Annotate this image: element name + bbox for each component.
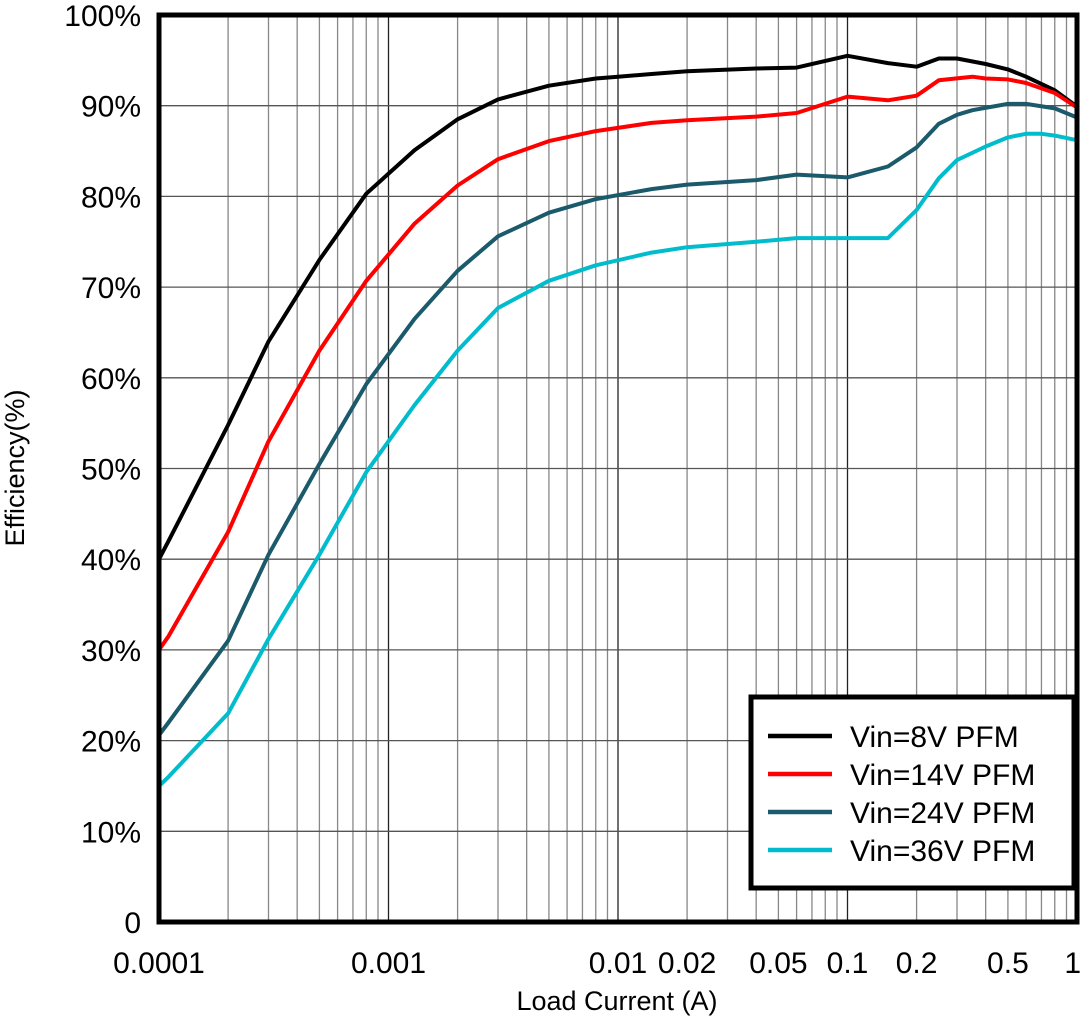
y-tick-label: 60% bbox=[81, 363, 141, 396]
x-tick-label: 0.05 bbox=[749, 947, 807, 980]
y-tick-label: 100% bbox=[64, 0, 141, 33]
y-axis-label: Efficiency(%) bbox=[0, 389, 30, 546]
y-tick-label: 10% bbox=[81, 816, 141, 849]
series-line-4 bbox=[157, 131, 1078, 788]
y-tick-label: 20% bbox=[81, 726, 141, 759]
x-tick-label: 0.5 bbox=[987, 947, 1029, 980]
x-tick-label: 0.01 bbox=[589, 947, 647, 980]
series-line-2 bbox=[157, 74, 1079, 652]
y-tick-label: 80% bbox=[81, 181, 141, 214]
series-line-1 bbox=[157, 53, 1079, 561]
series-line-3 bbox=[157, 101, 1078, 737]
x-tick-label: 0.001 bbox=[351, 947, 426, 980]
plot-frame bbox=[156, 12, 1080, 925]
x-tick-label: 1 bbox=[1064, 947, 1081, 980]
y-tick-label: 90% bbox=[81, 91, 141, 124]
x-tick-label: 0.02 bbox=[658, 947, 716, 980]
legend-label: Vin=24V PFM bbox=[850, 797, 1035, 830]
x-tick-label: 0.2 bbox=[896, 947, 938, 980]
y-tick-label: 40% bbox=[81, 544, 141, 577]
legend-box bbox=[748, 694, 1077, 891]
legend-label: Vin=36V PFM bbox=[850, 835, 1035, 868]
y-tick-label: 70% bbox=[81, 272, 141, 305]
y-tick-label: 0 bbox=[124, 907, 141, 940]
x-tick-label: 0.1 bbox=[827, 947, 869, 980]
y-tick-labels: 0 10% 20% 30% 40% 50% 60% 70% 80% 90% 100% bbox=[64, 0, 141, 940]
x-tick-label: 0.0001 bbox=[113, 947, 205, 980]
x-axis-label: Load Current (A) bbox=[516, 986, 717, 1016]
legend-label: Vin=14V PFM bbox=[850, 759, 1035, 792]
legend: Vin=8V PFM Vin=14V PFM Vin=24V PFM Vin=36V … bbox=[748, 694, 1077, 891]
y-tick-label: 30% bbox=[81, 635, 141, 668]
y-tick-label: 50% bbox=[81, 454, 141, 487]
legend-label: Vin=8V PFM bbox=[850, 721, 1019, 754]
x-tick-labels: 0.0001 0.001 0.01 0.02 0.05 0.1 0.2 0.5 1 bbox=[113, 947, 1081, 980]
series-lines bbox=[157, 53, 1079, 788]
